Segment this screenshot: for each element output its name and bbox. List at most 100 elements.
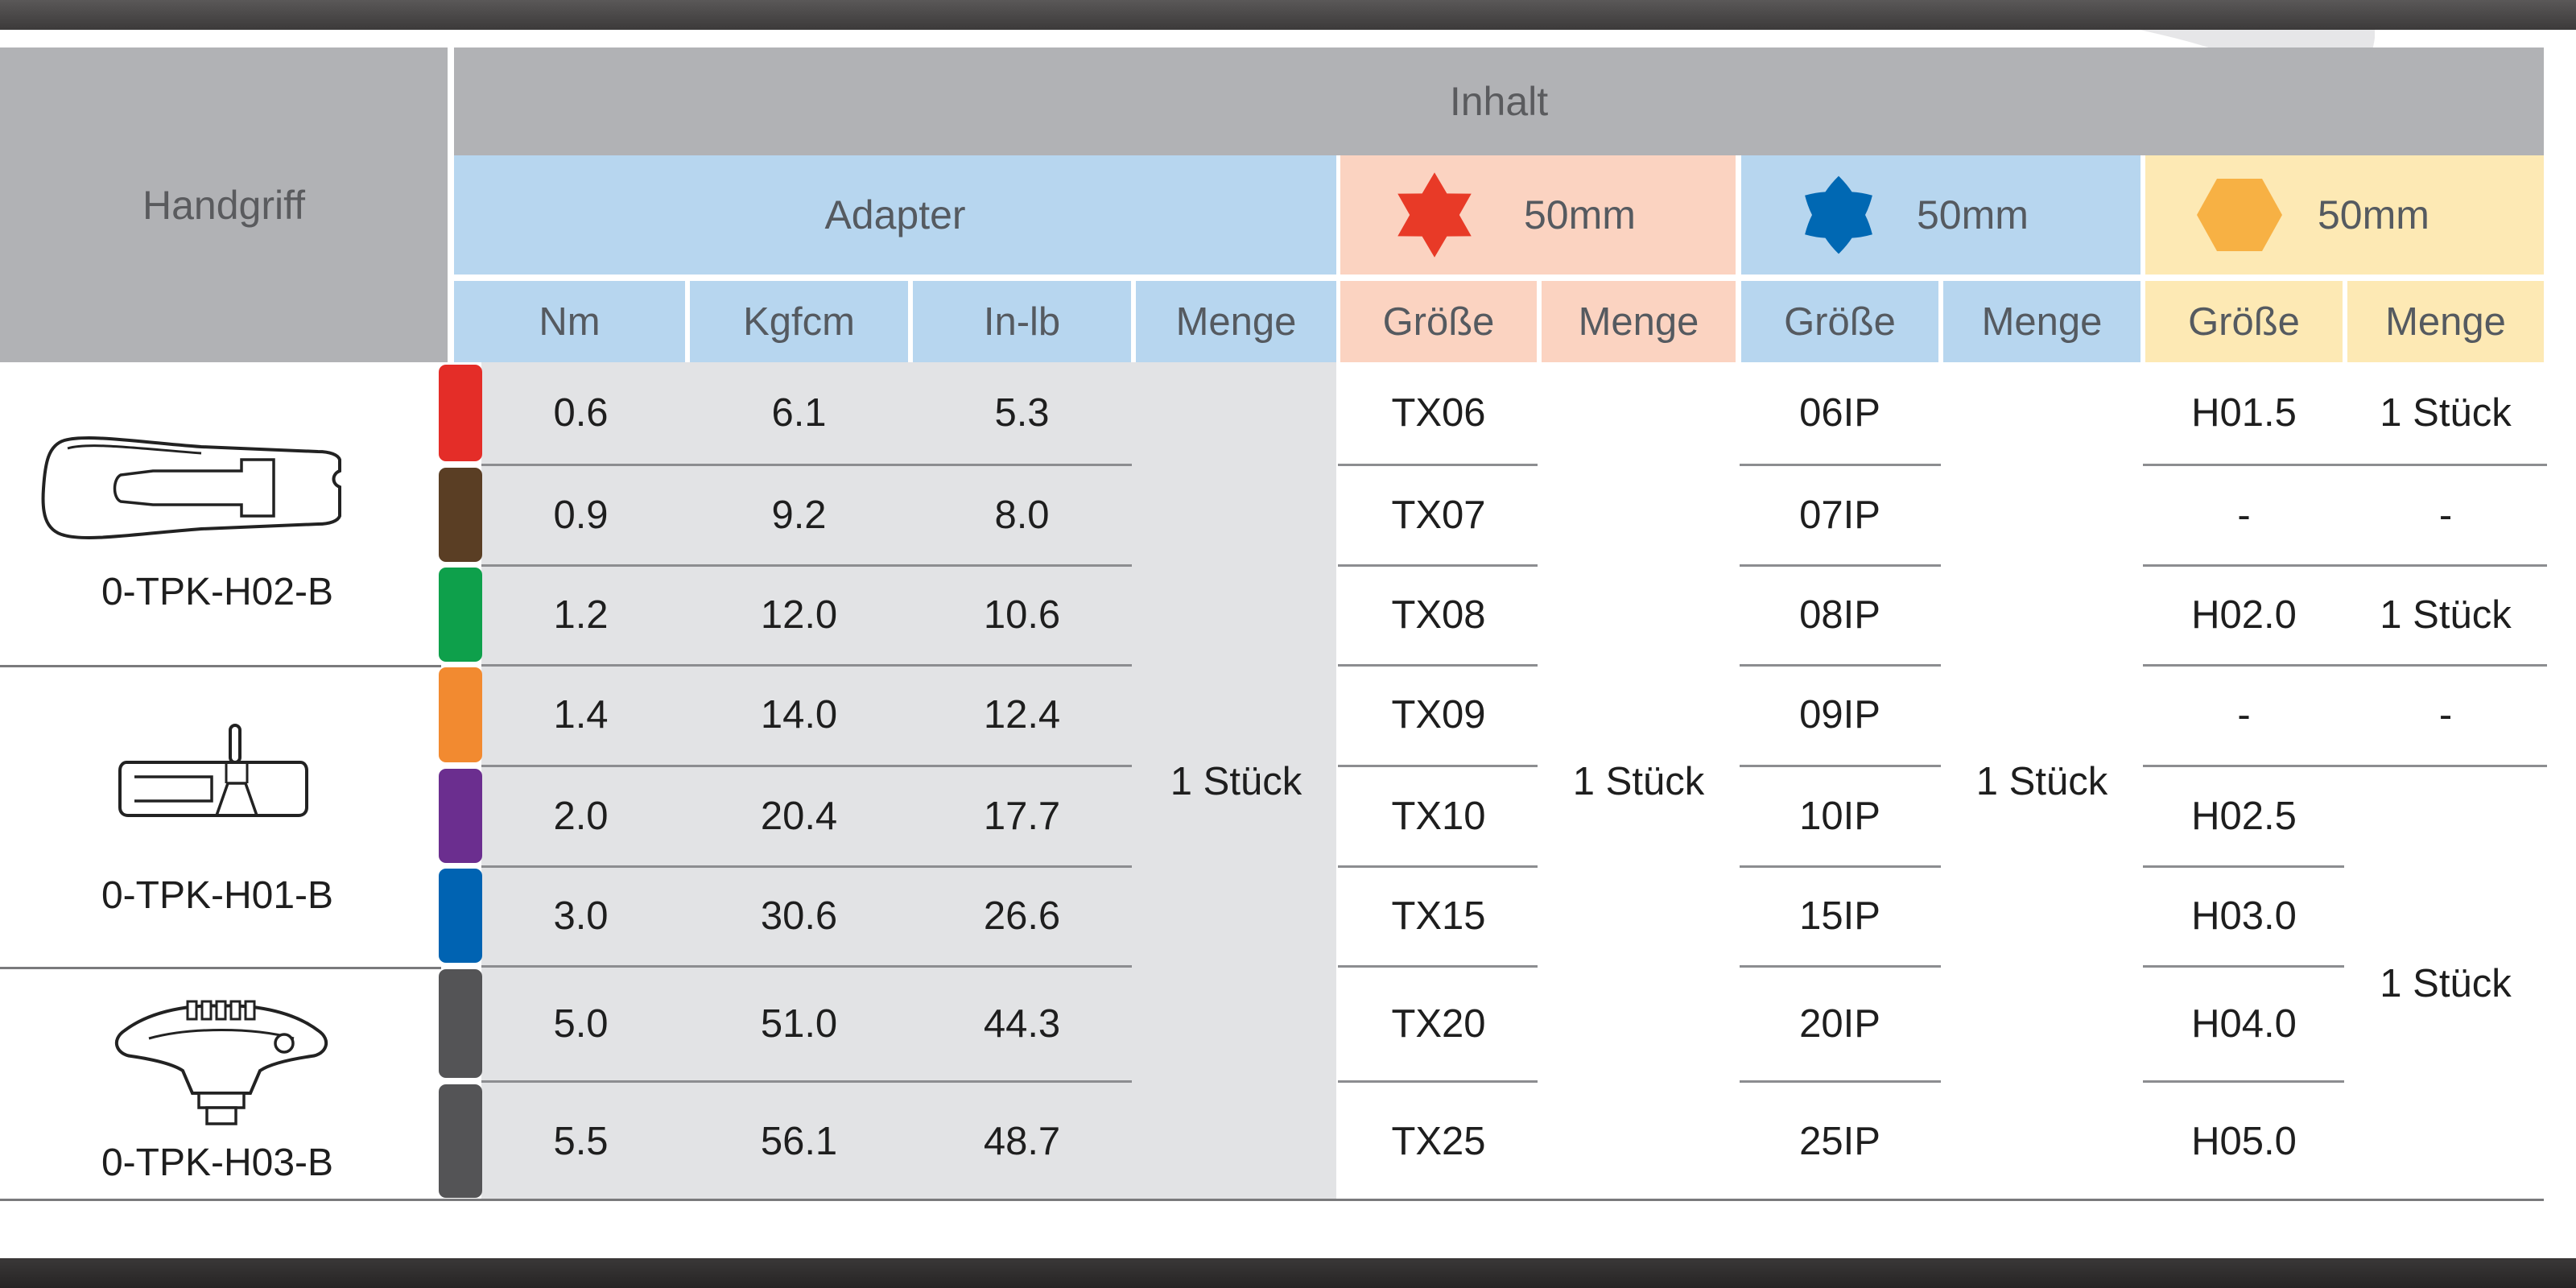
- hex-size-cell: -: [2237, 493, 2251, 537]
- bottom-bar: [0, 1258, 2576, 1288]
- row-separator: [2343, 664, 2547, 667]
- row-separator: [2343, 765, 2547, 767]
- kgfcm-cell: 6.1: [771, 391, 827, 435]
- nm-cell: 3.0: [553, 894, 609, 938]
- torx-size-cell: TX08: [1391, 592, 1486, 637]
- nm-cell: 1.2: [553, 592, 609, 637]
- torque-color-swatch: [439, 667, 482, 762]
- screwdriver-handle-icon: [41, 436, 341, 539]
- table-bottom-line: [0, 1199, 2544, 1201]
- torx-plus-icon: [1805, 175, 1872, 254]
- col-inlb: In-lb: [913, 281, 1131, 362]
- torx-plus-size-cell: 07IP: [1799, 493, 1880, 537]
- hex-size-cell: H04.0: [2191, 1001, 2297, 1046]
- torx-plus-size-cell: 25IP: [1799, 1119, 1880, 1163]
- row-separator: [1338, 865, 1538, 868]
- row-separator: [481, 664, 1132, 667]
- hex-size-cell: H01.5: [2191, 391, 2297, 435]
- torque-color-swatch: [439, 365, 482, 461]
- torx-plus-size-cell: 15IP: [1799, 894, 1880, 938]
- handle-model-h03: 0-TPK-H03-B: [101, 1141, 334, 1184]
- row-separator: [1740, 464, 1941, 466]
- row-separator: [1338, 464, 1538, 466]
- hex-size-label: 50mm: [2318, 192, 2429, 237]
- handle-divider: [0, 665, 441, 667]
- nm-cell: 0.6: [553, 391, 609, 435]
- row-separator: [1740, 1080, 1941, 1083]
- hex-size-cell: H02.5: [2191, 794, 2297, 838]
- row-separator: [2143, 865, 2344, 868]
- hex-header: 50mm: [2145, 155, 2544, 275]
- palm-handle-icon: [114, 1000, 328, 1125]
- col-kgfcm: Kgfcm: [690, 281, 908, 362]
- row-separator: [2143, 965, 2344, 968]
- torx-size-cell: TX09: [1391, 693, 1486, 737]
- col-ip-groesse: Größe: [1741, 281, 1938, 362]
- col-torx-groesse: Größe: [1340, 281, 1537, 362]
- adapter-body-background: [481, 362, 1336, 1200]
- torx-plus-size-cell: 09IP: [1799, 693, 1880, 737]
- kgfcm-cell: 56.1: [760, 1119, 838, 1163]
- torx-plus-size-cell: 08IP: [1799, 592, 1880, 637]
- hex-size-cell: H02.0: [2191, 592, 2297, 637]
- torx-plus-size-label: 50mm: [1917, 192, 2029, 237]
- row-separator: [481, 965, 1132, 968]
- torx-plus-size-cell: 10IP: [1799, 794, 1880, 838]
- row-separator: [481, 765, 1132, 767]
- handle-model-h02: 0-TPK-H02-B: [101, 570, 334, 613]
- col-hex-menge: Menge: [2347, 281, 2544, 362]
- kgfcm-cell: 9.2: [771, 493, 827, 537]
- row-separator: [2143, 564, 2344, 567]
- col-hex-groesse: Größe: [2145, 281, 2343, 362]
- kgfcm-cell: 51.0: [760, 1001, 838, 1046]
- row-separator: [1740, 564, 1941, 567]
- torx-menge-cell: 1 Stück: [1572, 759, 1705, 803]
- torque-color-swatch: [439, 969, 482, 1078]
- col-nm: Nm: [454, 281, 685, 362]
- torque-color-swatch: [439, 769, 482, 863]
- torx-header: 50mm: [1340, 155, 1736, 275]
- torque-color-swatch: [439, 468, 482, 562]
- kgfcm-cell: 20.4: [760, 794, 838, 838]
- nm-cell: 1.4: [553, 693, 609, 737]
- t-handle-icon: [118, 724, 308, 817]
- torx-size-cell: TX07: [1391, 493, 1486, 537]
- inlb-cell: 17.7: [983, 794, 1061, 838]
- hex-size-cell: -: [2237, 693, 2251, 737]
- inlb-cell: 10.6: [983, 592, 1061, 637]
- torque-color-swatch: [439, 568, 482, 662]
- row-separator: [2143, 664, 2344, 667]
- kgfcm-cell: 12.0: [760, 592, 838, 637]
- nm-cell: 2.0: [553, 794, 609, 838]
- row-separator: [481, 564, 1132, 567]
- torx-plus-size-cell: 20IP: [1799, 1001, 1880, 1046]
- torx-size-cell: TX20: [1391, 1001, 1486, 1046]
- inlb-cell: 44.3: [983, 1001, 1061, 1046]
- row-separator: [2143, 464, 2344, 466]
- torx-plus-header: 50mm: [1741, 155, 2140, 275]
- hex-size-cell: H03.0: [2191, 894, 2297, 938]
- row-separator: [1338, 564, 1538, 567]
- nm-cell: 5.5: [553, 1119, 609, 1163]
- inlb-cell: 5.3: [994, 391, 1050, 435]
- row-separator: [2343, 564, 2547, 567]
- inlb-cell: 8.0: [994, 493, 1050, 537]
- col-adapter-menge: Menge: [1136, 281, 1336, 362]
- torx-size-cell: TX25: [1391, 1119, 1486, 1163]
- row-separator: [2143, 1080, 2344, 1083]
- handle-model-h01: 0-TPK-H01-B: [101, 873, 334, 917]
- hex-menge-lower-cell: 1 Stück: [2380, 961, 2512, 1005]
- row-separator: [2343, 464, 2547, 466]
- row-separator: [481, 865, 1132, 868]
- hex-menge-cell: 1 Stück: [2380, 391, 2512, 435]
- inhalt-header: Inhalt: [454, 47, 2544, 155]
- row-separator: [1740, 664, 1941, 667]
- adapter-header: Adapter: [454, 155, 1336, 275]
- torx-size-cell: TX15: [1391, 894, 1486, 938]
- torx-star-icon: [1397, 172, 1472, 258]
- hex-menge-cell: 1 Stück: [2380, 592, 2512, 637]
- inlb-cell: 12.4: [983, 693, 1061, 737]
- kgfcm-cell: 14.0: [760, 693, 838, 737]
- hex-size-cell: H05.0: [2191, 1119, 2297, 1163]
- row-separator: [1338, 765, 1538, 767]
